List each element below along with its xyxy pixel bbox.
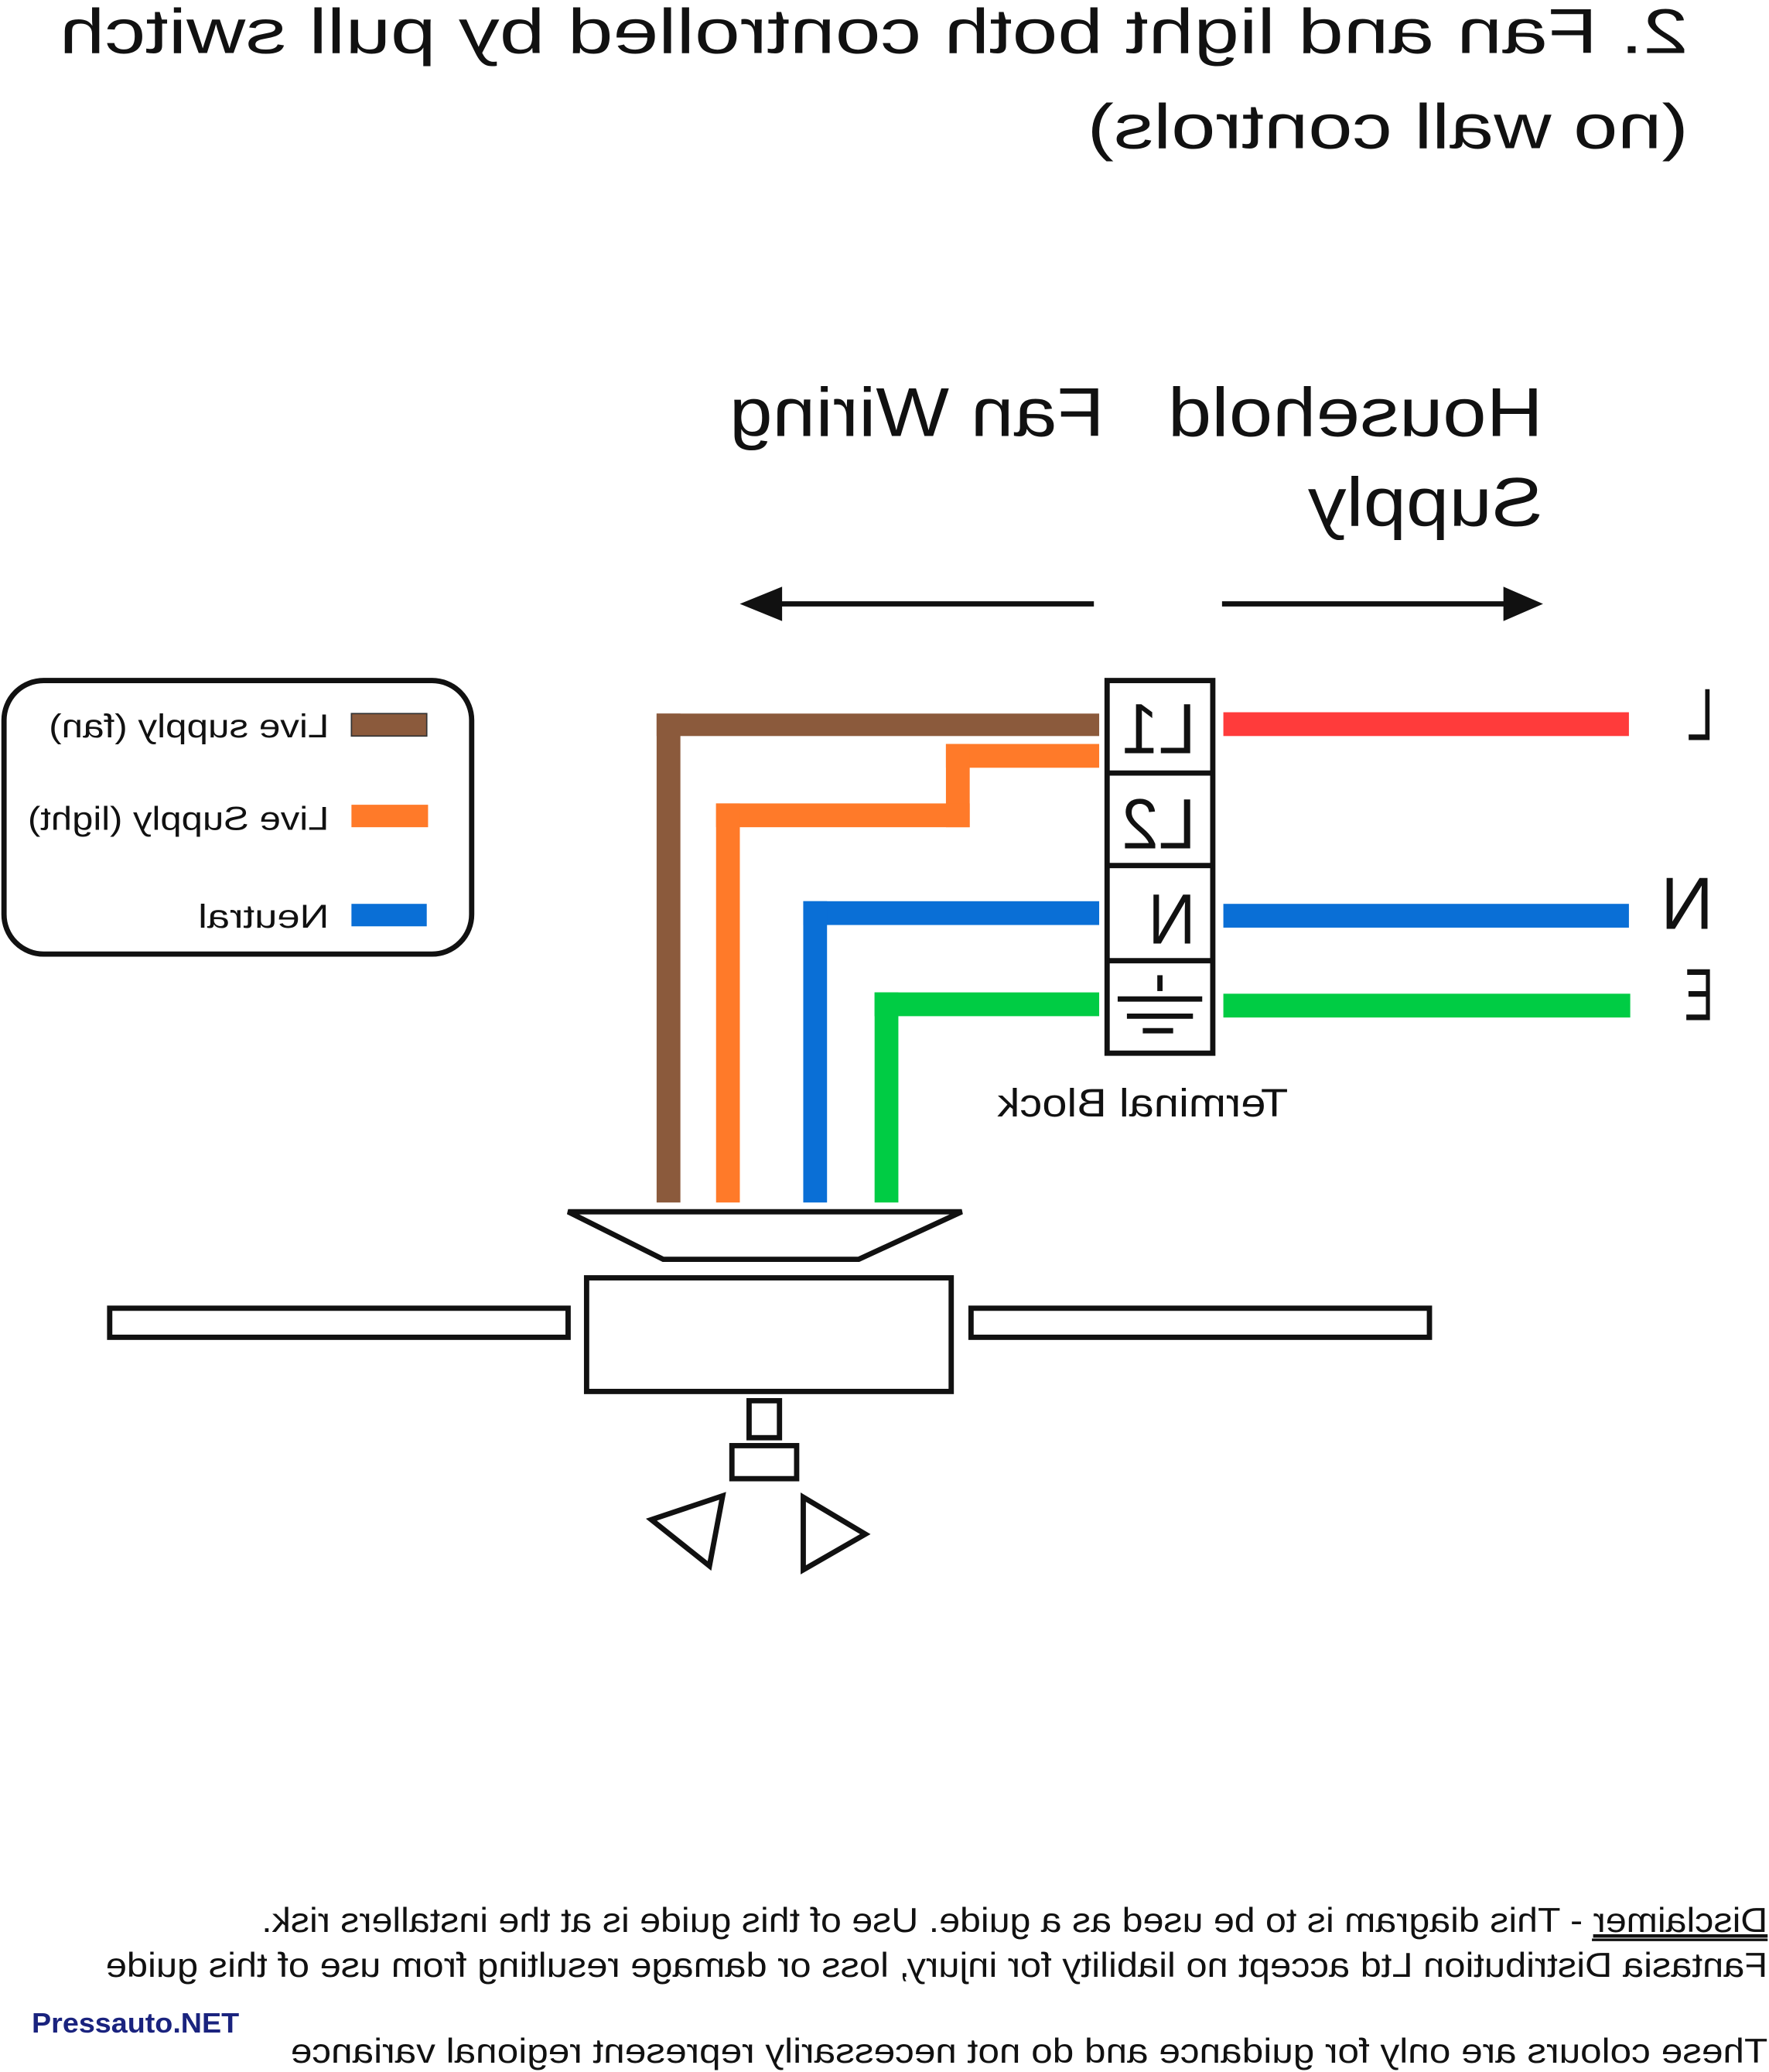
supply-label-neutral: N — [1661, 863, 1713, 945]
fan-motor-housing — [583, 1275, 955, 1394]
fan-wiring-heading: Fan Wiring — [729, 374, 1105, 451]
legend-swatch-brown — [350, 713, 428, 737]
disclaimer-line1-text: - This diagram is to be used as a guide.… — [261, 1902, 1593, 1940]
legend: Live supply (fan) Live Supply (light) Ne… — [1, 678, 475, 957]
household-heading: Household — [1168, 374, 1543, 451]
wire-blue-supply — [1223, 904, 1629, 928]
terminal-l2: L2 — [1122, 784, 1196, 863]
wire-orange — [715, 744, 1100, 1203]
disclaimer-line1: Disclaimer - This diagram is to be used … — [261, 1902, 1767, 1940]
terminal-block-label: Terminal Block — [997, 1081, 1288, 1125]
wire-blue — [803, 901, 1100, 1203]
fan-blade-left — [107, 1305, 571, 1340]
legend-swatch-orange — [351, 805, 429, 828]
pull-switch-stem — [746, 1397, 783, 1441]
disclaimer-heading: Disclaimer — [1593, 1902, 1767, 1940]
wire-green — [874, 992, 1100, 1203]
ceiling-fan-icon — [107, 1209, 1433, 1575]
supply-heading: Supply — [1307, 464, 1543, 541]
terminal-n: N — [1148, 879, 1195, 959]
fan-blade-right — [968, 1305, 1433, 1340]
wire-brown — [656, 713, 1100, 1203]
supply-label-live: L — [1687, 673, 1713, 756]
title-line2: (no wall controls) — [1088, 91, 1689, 162]
terminal-l1: L1 — [1122, 689, 1196, 769]
disclaimer: Disclaimer - This diagram is to be used … — [106, 1902, 1768, 2070]
light-shade-left — [645, 1492, 726, 1571]
arrow-right-icon — [1221, 586, 1543, 621]
fan-canopy — [566, 1209, 963, 1263]
light-shade-right — [801, 1492, 871, 1575]
legend-label: Neutral — [198, 898, 329, 935]
wire-green-supply — [1223, 993, 1631, 1018]
watermark: Pressauto.NET — [32, 2008, 239, 2039]
light-fitting — [729, 1443, 800, 1482]
fan-wires — [656, 713, 1100, 1203]
supply-label-earth: E — [1685, 954, 1714, 1037]
wire-red — [1223, 712, 1629, 737]
disclaimer-line3: These colours are only for guidance and … — [291, 2033, 1767, 2070]
arrow-left-icon — [739, 586, 1095, 621]
ground-symbol-icon — [1117, 975, 1203, 1034]
legend-label: Live Supply (light) — [28, 801, 329, 838]
disclaimer-line2: Fantasia Distribution Ltd accept no liab… — [106, 1947, 1768, 1985]
legend-swatch-blue — [351, 904, 427, 927]
terminal-block: L1 L2 N Terminal Block — [997, 678, 1288, 1125]
title-line1: 2. Fan and light both controlled by pull… — [60, 0, 1689, 67]
legend-label: Live supply (fan) — [49, 708, 329, 745]
